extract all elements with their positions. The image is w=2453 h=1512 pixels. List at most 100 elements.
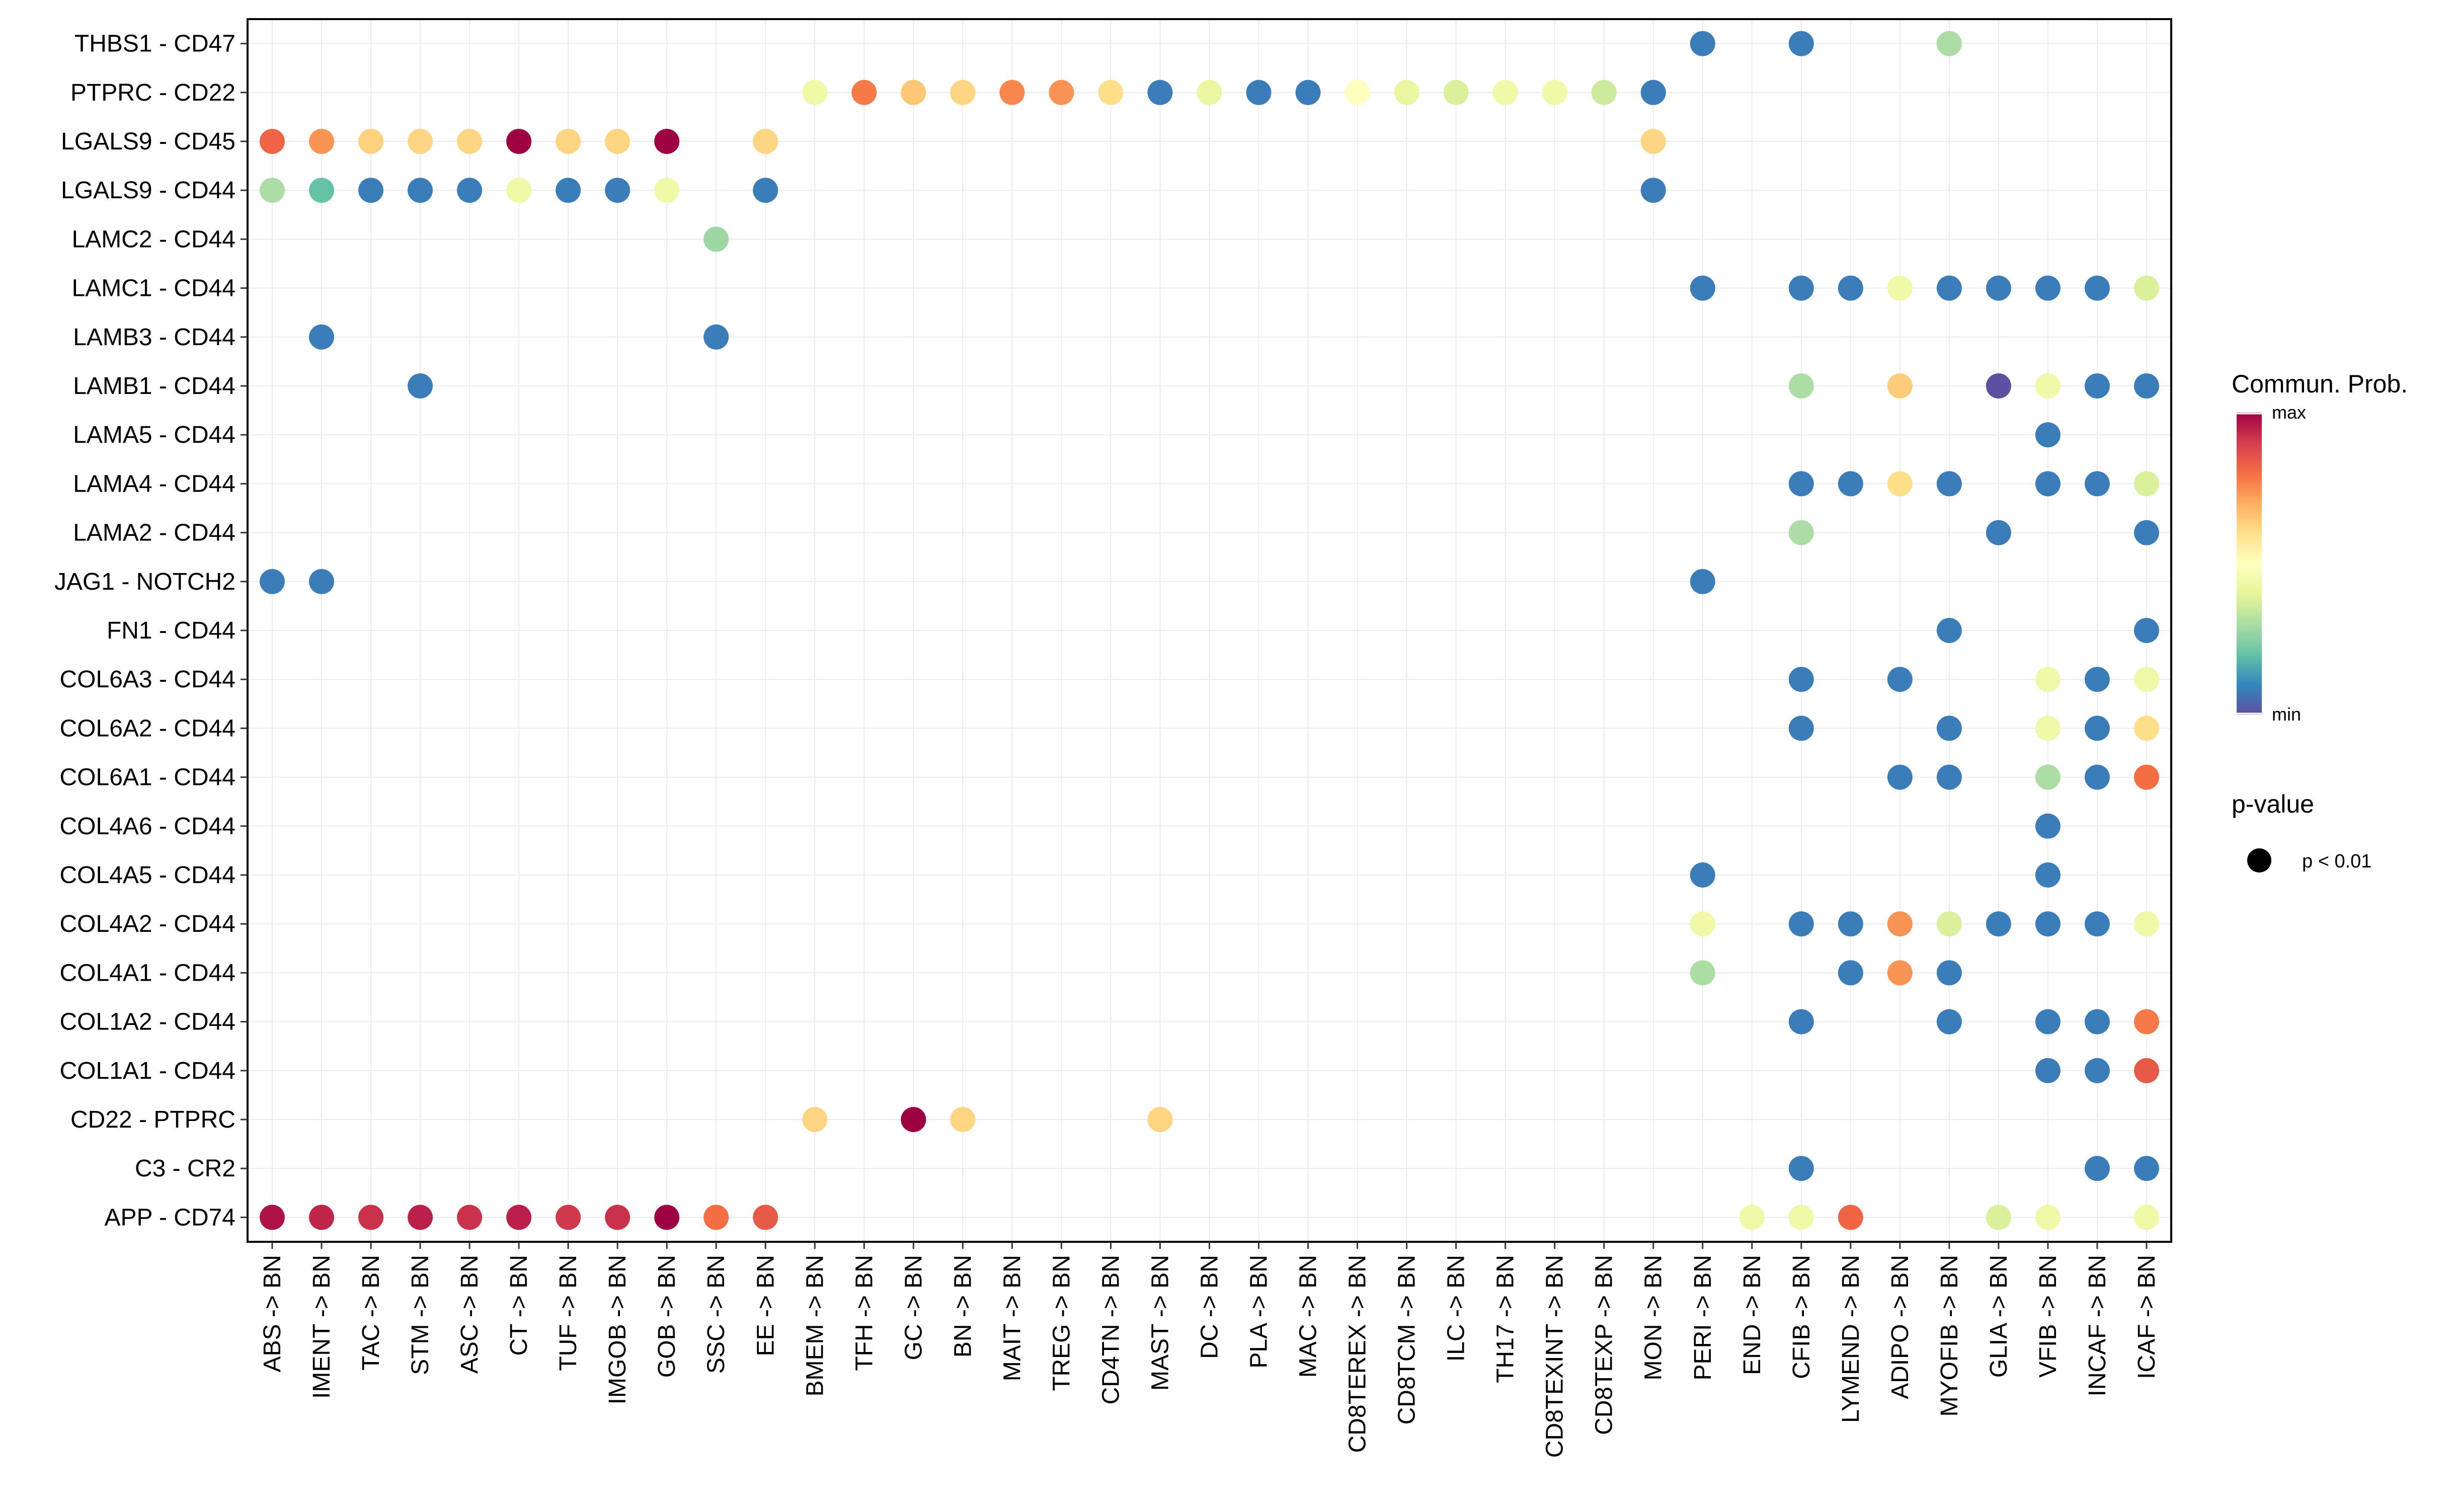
grid: [248, 19, 2171, 1242]
y-tick-label: COL4A6 - CD44: [60, 813, 235, 840]
data-point: [309, 1205, 335, 1230]
data-point: [1936, 911, 1962, 937]
x-tick-label: TH17 -> BN: [1492, 1255, 1519, 1383]
data-point: [1591, 79, 1617, 105]
data-point: [1492, 79, 1518, 105]
data-point: [1295, 79, 1321, 105]
data-point: [1986, 911, 2011, 937]
data-point: [1640, 178, 1666, 203]
legend: Commun. Prob. max min p-value p < 0.01: [2232, 370, 2408, 872]
x-tick-label: BN -> BN: [949, 1255, 976, 1358]
data-point: [2035, 275, 2061, 301]
data-point: [1986, 520, 2011, 545]
data-point: [2084, 471, 2110, 497]
data-point: [1887, 911, 1913, 937]
y-tick-label: COL1A1 - CD44: [60, 1058, 235, 1084]
data-point: [457, 129, 483, 154]
data-point: [2035, 422, 2061, 448]
x-tick-label: EE -> BN: [752, 1255, 779, 1356]
data-point: [605, 129, 630, 154]
data-point: [1394, 79, 1419, 105]
data-point: [1936, 960, 1962, 986]
size-legend-label: p < 0.01: [2302, 851, 2371, 872]
data-point: [1690, 569, 1715, 594]
y-tick-label: JAG1 - NOTCH2: [54, 569, 235, 595]
data-point: [1788, 520, 1814, 545]
data-point: [1640, 129, 1666, 154]
data-point: [1788, 471, 1814, 497]
x-tick-label: TREG -> BN: [1048, 1255, 1075, 1391]
x-tick-label: ICAF -> BN: [2133, 1255, 2160, 1379]
data-point: [1838, 1205, 1863, 1230]
y-tick-label: LGALS9 - CD44: [61, 177, 235, 204]
data-point: [309, 569, 335, 594]
x-tick-label: BMEM -> BN: [802, 1255, 828, 1396]
data-point: [2035, 1205, 2061, 1230]
data-point: [1936, 715, 1962, 741]
points: [260, 31, 2159, 1230]
data-point: [703, 324, 729, 350]
y-tick-label: C3 - CR2: [135, 1155, 235, 1182]
x-tick-label: MYOFIB -> BN: [1936, 1255, 1963, 1416]
data-point: [703, 226, 729, 252]
x-tick-label: CT -> BN: [506, 1255, 532, 1356]
x-tick-label: STM -> BN: [407, 1255, 434, 1375]
x-tick-label: GOB -> BN: [654, 1255, 680, 1378]
data-point: [1936, 471, 1962, 497]
y-tick-label: COL6A1 - CD44: [60, 764, 235, 791]
data-point: [2035, 715, 2061, 741]
data-point: [1690, 275, 1715, 301]
y-tick-label: LAMB3 - CD44: [73, 324, 235, 351]
y-tick-label: LAMC1 - CD44: [72, 275, 235, 302]
data-point: [2035, 1009, 2061, 1034]
x-tick-label: MAST -> BN: [1147, 1255, 1173, 1391]
data-point: [1690, 960, 1715, 986]
data-point: [1936, 1009, 1962, 1034]
y-tick-label: CD22 - PTPRC: [70, 1106, 235, 1133]
data-point: [408, 373, 433, 399]
data-point: [654, 1205, 680, 1230]
data-point: [2035, 813, 2061, 839]
data-point: [1443, 79, 1469, 105]
colorbar-max-label: max: [2272, 402, 2306, 423]
data-point: [1788, 1009, 1814, 1034]
data-point: [1344, 79, 1370, 105]
data-point: [1936, 764, 1962, 790]
x-tick-label: ASC -> BN: [456, 1255, 483, 1374]
data-point: [1887, 764, 1913, 790]
data-point: [2133, 275, 2159, 301]
y-tick-label: PTPRC - CD22: [70, 79, 235, 106]
y-tick-label: LAMC2 - CD44: [72, 226, 235, 253]
data-point: [654, 178, 680, 203]
data-point: [260, 1205, 285, 1230]
data-point: [1788, 373, 1814, 399]
data-point: [2084, 1058, 2110, 1083]
data-point: [457, 178, 483, 203]
data-point: [1049, 79, 1074, 105]
data-point: [2133, 1205, 2159, 1230]
data-point: [358, 129, 384, 154]
data-point: [1690, 911, 1715, 937]
data-point: [2133, 1058, 2159, 1083]
y-tick-label: LAMA5 - CD44: [73, 422, 235, 448]
data-point: [1936, 275, 1962, 301]
data-point: [556, 178, 581, 203]
data-point: [1739, 1205, 1765, 1230]
data-point: [457, 1205, 483, 1230]
data-point: [753, 178, 778, 203]
data-point: [1887, 275, 1913, 301]
x-tick-label: CD8TEXP -> BN: [1591, 1255, 1618, 1435]
size-legend-dot: [2247, 848, 2271, 872]
data-point: [851, 79, 877, 105]
data-point: [1838, 471, 1863, 497]
data-point: [950, 79, 976, 105]
x-tick-label: PERI -> BN: [1690, 1255, 1716, 1380]
x-tick-label: TAC -> BN: [358, 1255, 384, 1371]
data-point: [1887, 373, 1913, 399]
x-tick-label: END -> BN: [1739, 1255, 1766, 1375]
x-tick-label: GC -> BN: [900, 1255, 927, 1360]
data-point: [1887, 667, 1913, 692]
x-tick-label: ILC -> BN: [1443, 1255, 1470, 1362]
